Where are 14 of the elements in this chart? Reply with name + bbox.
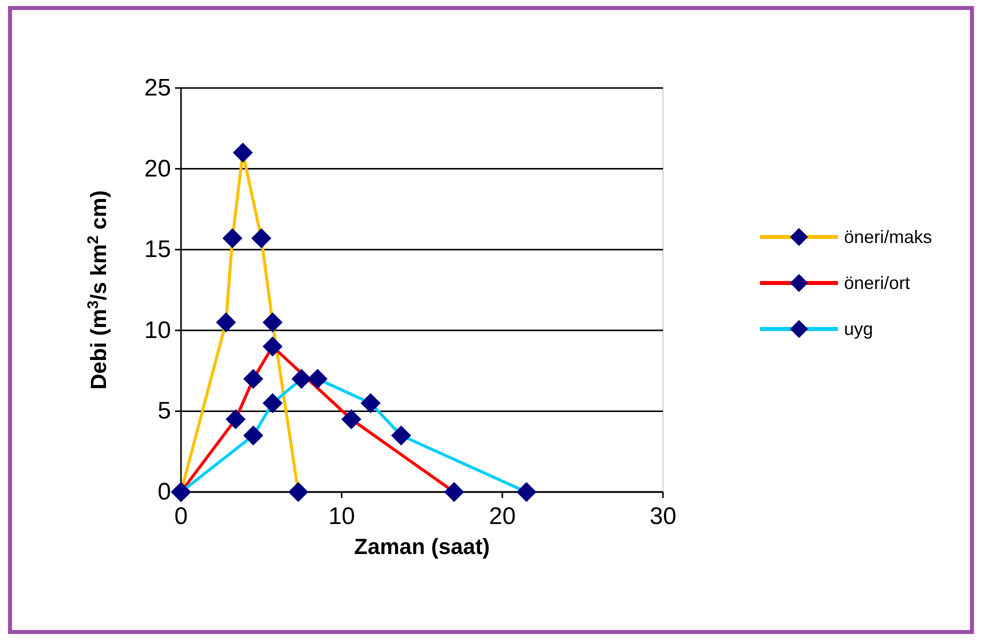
- y-tick-label: 0: [158, 478, 171, 506]
- x-tick-label: 20: [488, 503, 516, 530]
- y-tick-label: 25: [144, 74, 171, 102]
- y-tick-label: 10: [144, 316, 171, 344]
- y-tick-label: 5: [158, 398, 171, 425]
- x-tick-label: 0: [174, 503, 188, 530]
- x-tick-label: 10: [328, 503, 356, 530]
- y-tick-label: 20: [144, 155, 171, 182]
- y-tick-label: 15: [144, 236, 171, 264]
- x-tick-label: 30: [650, 503, 676, 530]
- legend-label: öneri/maks: [844, 227, 932, 247]
- x-axis-title: Zaman (saat): [354, 534, 490, 559]
- legend-label: uyg: [844, 319, 874, 339]
- legend-label: öneri/ort: [844, 273, 910, 293]
